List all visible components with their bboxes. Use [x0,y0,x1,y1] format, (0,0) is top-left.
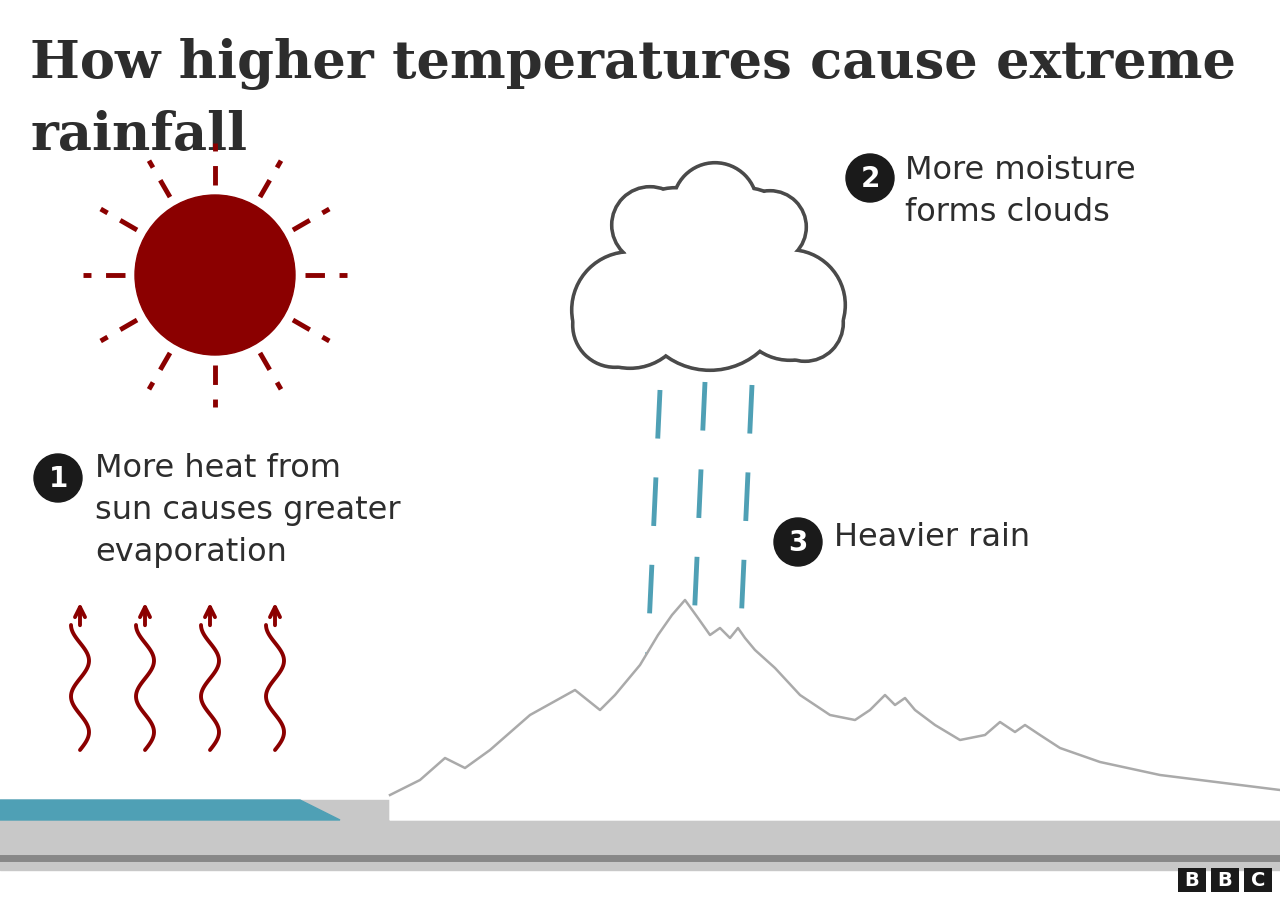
Circle shape [575,284,655,365]
Text: 1: 1 [49,465,68,493]
Circle shape [774,518,822,566]
Circle shape [736,193,805,262]
Circle shape [635,220,785,370]
Text: More moisture
forms clouds: More moisture forms clouds [905,155,1135,228]
Text: 3: 3 [788,529,808,557]
Circle shape [736,251,844,358]
Circle shape [612,187,689,263]
Text: B: B [1184,870,1199,889]
Circle shape [134,195,294,355]
Text: More heat from
sun causes greater
evaporation: More heat from sun causes greater evapor… [95,453,401,568]
Circle shape [735,250,845,360]
Circle shape [573,283,657,367]
Circle shape [625,190,726,291]
Circle shape [636,221,783,368]
Circle shape [623,188,727,292]
Text: B: B [1217,870,1233,889]
Circle shape [573,254,686,366]
Circle shape [733,191,806,263]
Text: C: C [1251,870,1265,889]
Circle shape [846,154,893,202]
Circle shape [572,252,689,368]
Circle shape [768,286,841,359]
Circle shape [695,190,795,291]
Circle shape [692,188,797,292]
Circle shape [767,285,844,361]
Bar [1211,868,1239,892]
Circle shape [673,163,756,247]
Circle shape [675,165,755,246]
Text: 2: 2 [860,165,879,193]
Text: How higher temperatures cause extreme: How higher temperatures cause extreme [29,38,1236,90]
Polygon shape [390,600,1280,820]
Text: Heavier rain: Heavier rain [835,522,1030,553]
Bar [1178,868,1206,892]
Text: rainfall: rainfall [29,110,247,161]
Polygon shape [0,800,340,820]
Circle shape [35,454,82,502]
Bar [1244,868,1272,892]
Circle shape [613,188,686,262]
Polygon shape [0,800,1280,870]
